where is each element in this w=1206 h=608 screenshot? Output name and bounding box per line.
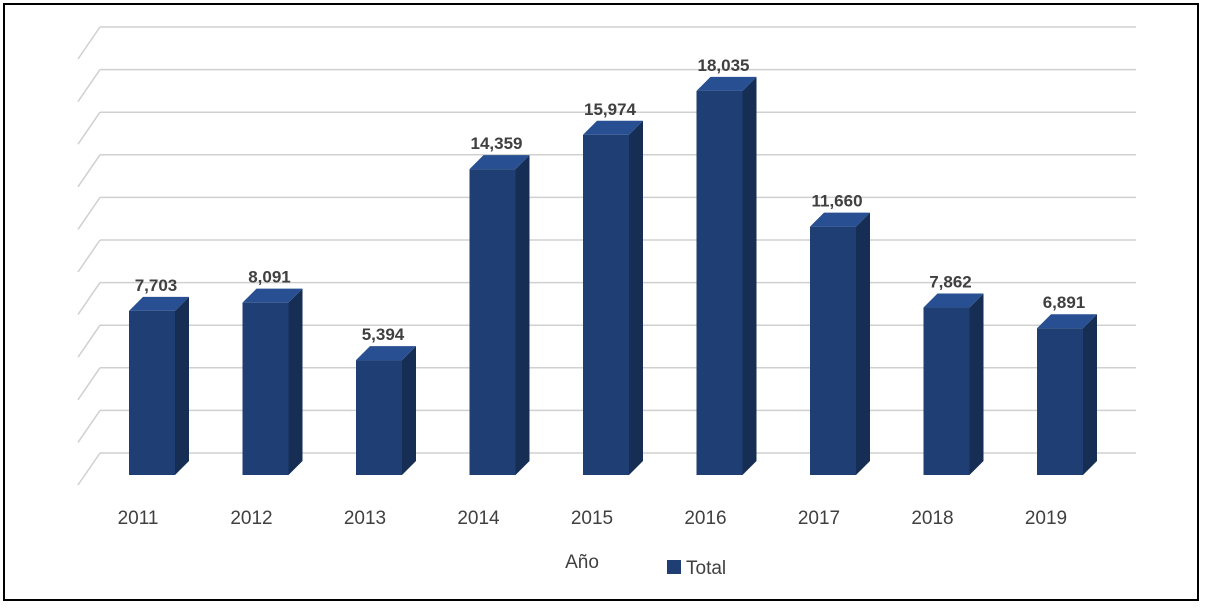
x-axis-title: Año <box>565 552 599 573</box>
bar-top <box>129 296 189 311</box>
bar-front <box>696 90 743 476</box>
bar-top <box>1037 314 1097 329</box>
bar-front <box>810 226 856 475</box>
x-tick-2015: 2015 <box>571 508 613 529</box>
bar-side <box>288 288 303 475</box>
bar-top <box>696 76 757 91</box>
bars <box>129 76 1097 476</box>
bar-front <box>923 307 970 475</box>
bar-side <box>1083 314 1097 475</box>
bar-top <box>469 155 530 170</box>
bar-front <box>356 360 402 475</box>
bar-front <box>583 134 629 476</box>
gridline-side <box>77 111 101 145</box>
gridline-side <box>77 239 101 273</box>
bar-side <box>629 120 643 476</box>
bar-side <box>969 293 984 475</box>
bar-side <box>742 76 757 476</box>
x-tick-2013: 2013 <box>344 508 386 529</box>
bar-front <box>469 169 516 475</box>
x-tick-labels: 2011 2012 2013 2014 2015 2016 2017 2018 2019 <box>118 508 1068 529</box>
gridline-side <box>77 367 101 401</box>
x-tick-2016: 2016 <box>684 508 726 529</box>
bar-top <box>583 120 643 135</box>
bar-2013 <box>356 346 416 475</box>
bar-top <box>242 288 303 303</box>
bar-front <box>242 302 289 475</box>
gridline-side <box>77 282 101 316</box>
bar-side <box>856 212 870 475</box>
legend-swatch <box>667 560 681 574</box>
data-label-2016: 18,035 <box>698 56 750 75</box>
bar-2011 <box>129 296 189 475</box>
bar-top <box>356 346 416 361</box>
bar-side <box>175 296 189 475</box>
data-label-2011: 7,703 <box>135 276 178 295</box>
data-label-2018: 7,862 <box>929 273 972 292</box>
legend: Total <box>667 558 726 579</box>
bar-2016 <box>696 76 757 476</box>
bar-front <box>1037 328 1083 475</box>
bar-2015 <box>583 120 643 476</box>
legend-label: Total <box>686 558 726 579</box>
x-tick-2012: 2012 <box>230 508 272 529</box>
data-label-2013: 5,394 <box>362 325 405 344</box>
data-label-2019: 6,891 <box>1043 293 1086 312</box>
bar-side <box>402 346 416 475</box>
gridline-side <box>77 324 101 358</box>
data-label-2014: 14,359 <box>471 134 523 153</box>
bar-2019 <box>1037 314 1097 475</box>
gridline-side <box>77 196 101 230</box>
gridline-side <box>77 69 101 103</box>
x-tick-2017: 2017 <box>798 508 840 529</box>
bar-2018 <box>923 293 984 475</box>
gridline-side <box>77 26 101 60</box>
x-tick-2018: 2018 <box>911 508 953 529</box>
gridline-side <box>77 154 101 188</box>
bar-top <box>923 293 984 308</box>
x-tick-2019: 2019 <box>1025 508 1067 529</box>
data-labels: 7,703 8,091 5,394 14,359 15,974 18,035 11,660 7… <box>135 56 1086 344</box>
data-label-2015: 15,974 <box>584 100 637 119</box>
bar-2017 <box>810 212 870 475</box>
bar-side <box>515 155 530 475</box>
bar-front <box>129 310 175 475</box>
x-tick-2014: 2014 <box>457 508 500 529</box>
bar-top <box>810 212 870 227</box>
data-label-2017: 11,660 <box>811 192 862 211</box>
x-tick-2011: 2011 <box>118 508 159 529</box>
gridline-side <box>77 409 101 443</box>
bar-2014 <box>469 155 530 475</box>
bar-2012 <box>242 288 303 475</box>
data-label-2012: 8,091 <box>248 268 291 287</box>
gridline-side <box>77 452 101 486</box>
